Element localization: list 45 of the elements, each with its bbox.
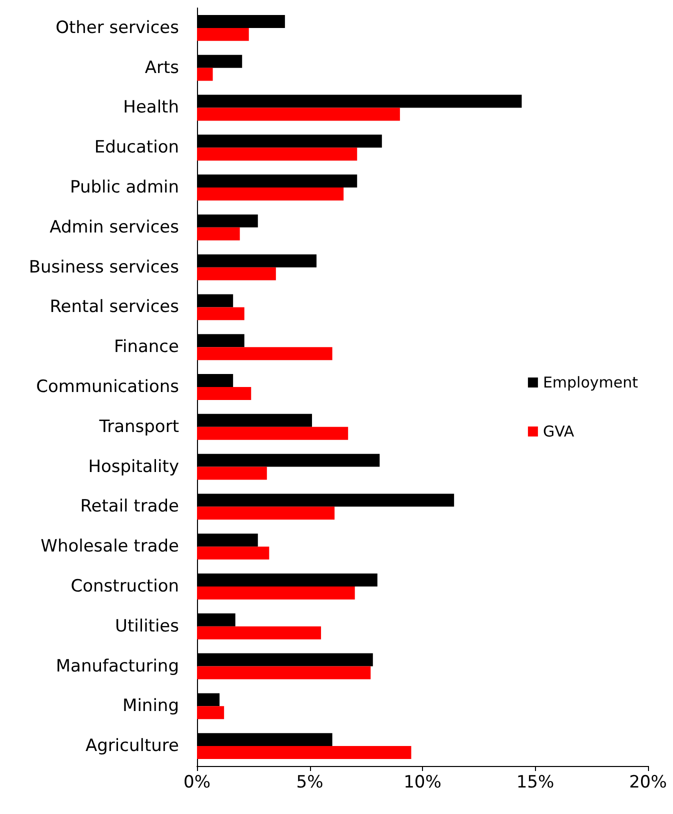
y-tick-label: Agriculture (86, 736, 179, 756)
bar (197, 227, 240, 240)
y-tick-label: Rental services (50, 297, 180, 318)
bar (197, 466, 267, 480)
x-tick-label: 5% (296, 772, 324, 792)
y-tick-label: Wholesale trade (40, 536, 179, 557)
bar (197, 307, 244, 320)
bar (197, 586, 355, 600)
y-tick-label: Manufacturing (56, 656, 179, 676)
y-tick-label: Hospitality (88, 456, 179, 477)
x-tick-label: 0% (184, 772, 210, 792)
y-tick-label: Other services (56, 18, 180, 38)
bar (197, 347, 332, 360)
x-tick-label: 10% (404, 772, 442, 792)
y-tick-label: Finance (114, 337, 179, 358)
y-tick-label: Education (94, 138, 179, 158)
bar (197, 706, 224, 720)
bar (197, 28, 249, 41)
bar (197, 626, 322, 640)
bar (197, 746, 412, 760)
y-tick-label: Mining (122, 696, 179, 716)
bar (197, 666, 371, 680)
y-tick-label: Construction (70, 576, 179, 596)
bar (197, 546, 270, 560)
bar (197, 148, 358, 161)
y-tick-label: Transport (98, 416, 180, 437)
bar (197, 108, 400, 121)
legend-label: Employment (542, 374, 638, 392)
y-tick-label: Communications (36, 377, 180, 397)
bar (197, 68, 213, 81)
x-tick-label: 15% (516, 772, 554, 792)
bar (197, 506, 335, 520)
x-tick-label: 20% (629, 772, 667, 792)
y-tick-label: Health (123, 98, 179, 118)
bar (197, 426, 348, 440)
bar (197, 188, 344, 200)
legend-label: GVA (542, 422, 575, 440)
y-tick-label: Admin services (50, 217, 180, 238)
y-tick-label: Utilities (115, 616, 180, 636)
y-tick-label: Public admin (70, 178, 179, 198)
y-tick-label: Retail trade (80, 496, 179, 517)
y-tick-label: Business services (28, 257, 180, 278)
bar (197, 387, 252, 400)
y-tick-label: Arts (144, 58, 180, 78)
bar (197, 267, 276, 280)
